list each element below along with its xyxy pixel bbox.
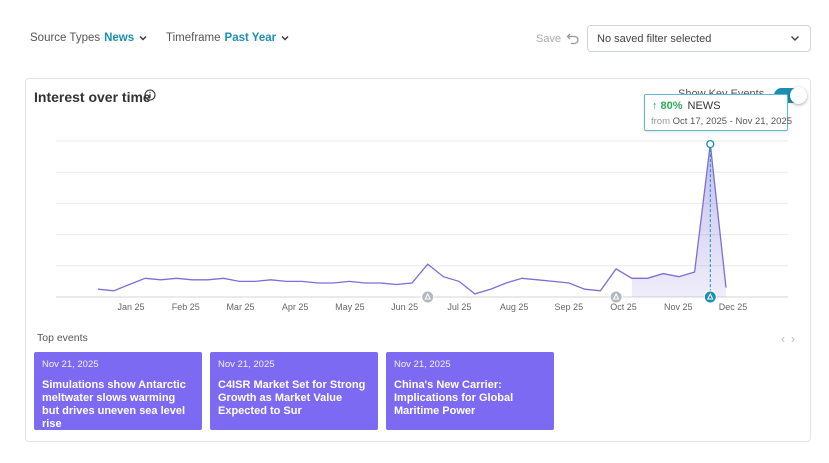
x-tick-label: May 25 [335,302,365,312]
events-nav: ‹ › [781,332,795,346]
event-marker [421,290,435,304]
x-tick-label: Feb 25 [172,302,200,312]
tooltip-series-label: NEWS [687,100,721,112]
chevron-right-icon[interactable]: › [791,332,795,346]
event-date: Nov 21, 2025 [218,359,275,370]
filter-bar: Source Types News Timeframe Past Year Sa… [0,0,829,70]
event-date: Nov 21, 2025 [394,359,451,370]
timeframe-label: Timeframe [166,32,221,44]
card-title: Interest over time [34,89,151,105]
tooltip-from-label: from [651,116,670,127]
source-types-filter[interactable]: Source Types News [30,32,147,44]
save-button[interactable]: Save [536,33,562,45]
x-tick-label: Nov 25 [664,302,693,312]
event-marker-icon [424,292,432,300]
interest-over-time-card: Interest over time Show Key Events Jan 2… [25,78,811,442]
event-marker-icon [612,292,620,300]
info-icon[interactable] [144,89,156,101]
chevron-down-icon [281,36,289,41]
event-marker [703,290,717,304]
event-card[interactable]: Nov 21, 2025 Simulations show Antarctic … [34,352,202,430]
source-types-label: Source Types [30,32,101,44]
event-marker-icon [706,292,714,300]
event-headline: C4ISR Market Set for Strong Growth as Ma… [218,379,366,417]
event-card[interactable]: Nov 21, 2025 C4ISR Market Set for Strong… [210,352,378,430]
event-headline: China's New Carrier: Implications for Gl… [394,379,514,417]
event-headline: Simulations show Antarctic meltwater slo… [42,379,186,430]
toggle-knob [790,87,807,104]
x-tick-label: Dec 25 [719,302,748,312]
timeframe-filter[interactable]: Timeframe Past Year [166,32,289,44]
top-events-label: Top events [37,332,88,344]
x-tick-label: Apr 25 [282,302,309,312]
news-series-line [97,144,727,295]
interest-chart: Jan 25 Feb 25 Mar 25 Apr 25 May 25 Jun 25 Jul … [56,139,788,312]
saved-filter-select[interactable]: No saved filter selected [587,25,811,52]
event-card[interactable]: Nov 21, 2025 China's New Carrier: Implic… [386,352,554,430]
peak-point [706,139,715,149]
arrow-up-icon: ↑ [652,100,658,112]
event-marker [609,290,623,304]
x-tick-label: Jun 25 [391,302,418,312]
x-tick-label: Jan 25 [117,302,144,312]
event-date: Nov 21, 2025 [42,359,99,370]
chevron-left-icon[interactable]: ‹ [781,332,785,346]
x-tick-label: Sep 25 [555,302,584,312]
highlight-area [631,144,726,297]
source-types-value: News [104,32,135,44]
x-tick-label: Mar 25 [226,302,254,312]
x-tick-label: Jul 25 [447,302,471,312]
chevron-down-icon [139,36,147,41]
timeframe-value: Past Year [224,32,277,44]
x-tick-label: Aug 25 [500,302,529,312]
chart-tooltip: ↑ 80% NEWS from Oct 17, 2025 - Nov 21, 2… [644,94,792,131]
tooltip-change-pct: 80% [660,100,683,112]
saved-filter-value: No saved filter selected [597,33,712,45]
undo-icon[interactable] [566,31,580,45]
tooltip-date-range: Oct 17, 2025 - Nov 21, 2025 [672,116,792,127]
x-tick-label: Oct 25 [610,302,637,312]
chevron-down-icon [791,36,799,41]
